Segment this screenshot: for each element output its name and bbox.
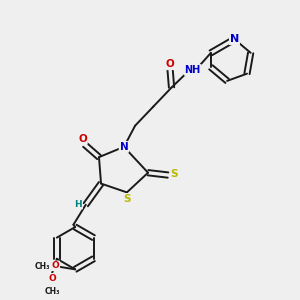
Text: CH₃: CH₃ bbox=[35, 262, 51, 271]
Text: H: H bbox=[75, 200, 82, 208]
Text: O: O bbox=[52, 261, 59, 270]
Text: O: O bbox=[78, 134, 87, 144]
Text: O: O bbox=[48, 274, 56, 283]
Text: CH₃: CH₃ bbox=[44, 287, 60, 296]
Text: S: S bbox=[171, 169, 178, 179]
Text: N: N bbox=[230, 34, 239, 44]
Text: NH: NH bbox=[184, 65, 201, 75]
Text: O: O bbox=[166, 59, 175, 69]
Text: S: S bbox=[124, 194, 131, 204]
Text: N: N bbox=[120, 142, 128, 152]
